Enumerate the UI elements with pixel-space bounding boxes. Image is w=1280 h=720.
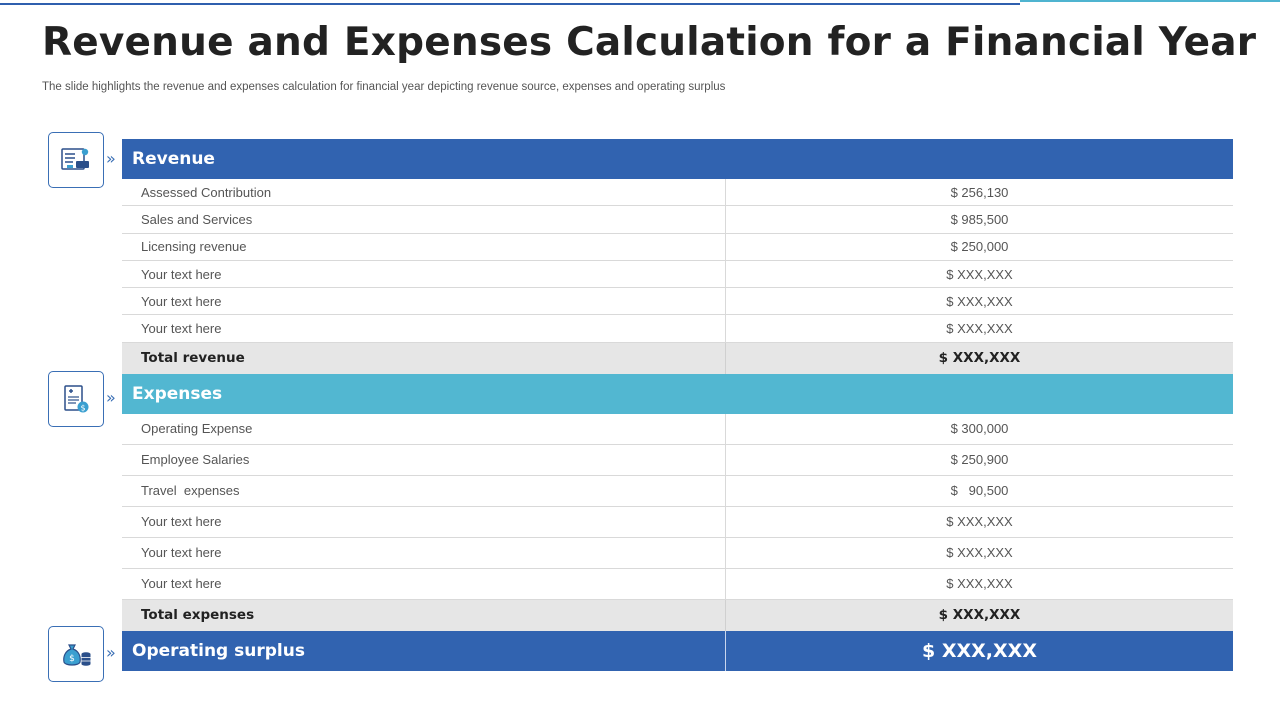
total-revenue-label: Total revenue: [122, 342, 726, 374]
table-row: Operating Expense $ 300,000: [122, 413, 1233, 445]
surplus-chevron-icon: »: [106, 643, 116, 662]
page-subtitle: The slide highlights the revenue and exp…: [42, 81, 726, 93]
svg-text:$: $: [80, 404, 85, 413]
row-label: Sales and Services: [122, 206, 726, 233]
top-accent-line-light: [1020, 0, 1280, 2]
row-value: $ 300,000: [950, 421, 1009, 437]
revenue-icon-box: [48, 132, 104, 188]
svg-text:$: $: [69, 654, 75, 664]
table-row: Your text here $ XXX,XXX: [122, 537, 1233, 569]
page-title: Revenue and Expenses Calculation for a F…: [42, 20, 1257, 65]
top-accent-line: [0, 3, 1020, 5]
row-value: $ 250,000: [950, 239, 1009, 255]
row-label: Your text here: [122, 568, 726, 599]
row-label: Your text here: [122, 260, 726, 288]
row-value: $ XXX,XXX: [946, 321, 1013, 337]
row-label: Operating Expense: [122, 413, 726, 444]
row-value: $ XXX,XXX: [946, 545, 1013, 561]
row-value: $ XXX,XXX: [946, 514, 1013, 530]
total-expenses-value: $ XXX,XXX: [938, 607, 1021, 624]
financial-table: Revenue Assessed Contribution $ 256,130 …: [122, 139, 1233, 671]
surplus-icon-box: $: [48, 626, 104, 682]
table-row: Your text here $ XXX,XXX: [122, 568, 1233, 600]
row-label: Your text here: [122, 288, 726, 315]
row-label: Assessed Contribution: [122, 179, 726, 206]
total-revenue-value: $ XXX,XXX: [938, 350, 1021, 367]
row-value: $ 985,500: [950, 211, 1009, 227]
row-label: Travel expenses: [122, 475, 726, 506]
table-row: Your text here $ XXX,XXX: [122, 288, 1233, 316]
row-label: Licensing revenue: [122, 233, 726, 260]
table-row: Licensing revenue $ 250,000: [122, 233, 1233, 261]
table-row: Your text here $ XXX,XXX: [122, 260, 1233, 289]
table-row: Travel expenses $ 90,500: [122, 475, 1233, 507]
row-value: $ 256,130: [950, 184, 1009, 200]
revenue-header: Revenue: [122, 139, 1233, 179]
expenses-icon-box: $: [48, 371, 104, 427]
total-revenue-row: Total revenue $ XXX,XXX: [122, 342, 1233, 374]
row-label: Your text here: [122, 537, 726, 568]
table-row: Your text here $ XXX,XXX: [122, 506, 1233, 538]
row-label: Your text here: [122, 506, 726, 537]
table-row: Employee Salaries $ 250,900: [122, 444, 1233, 476]
row-value: $ XXX,XXX: [946, 266, 1013, 282]
invoice-dollar-icon: $: [64, 385, 89, 413]
money-bag-coins-icon: $: [63, 644, 91, 666]
table-row: Assessed Contribution $ 256,130: [122, 179, 1233, 207]
operating-surplus-row: Operating surplus $ XXX,XXX: [122, 630, 1233, 671]
row-label: Employee Salaries: [122, 444, 726, 475]
expenses-header: Expenses: [122, 373, 1233, 414]
revenue-document-icon: [61, 148, 89, 170]
total-expenses-row: Total expenses $ XXX,XXX: [122, 599, 1233, 631]
row-value: $ 250,900: [950, 452, 1009, 468]
table-row: Sales and Services $ 985,500: [122, 206, 1233, 234]
operating-surplus-label: Operating surplus: [122, 630, 726, 671]
total-expenses-label: Total expenses: [122, 599, 726, 631]
row-value: $ XXX,XXX: [946, 576, 1013, 592]
row-label: Your text here: [122, 315, 726, 342]
row-value: $ XXX,XXX: [946, 293, 1013, 309]
row-value: $ 90,500: [950, 483, 1009, 499]
table-row: Your text here $ XXX,XXX: [122, 315, 1233, 343]
expenses-chevron-icon: »: [106, 388, 116, 407]
operating-surplus-value: $ XXX,XXX: [922, 639, 1037, 662]
revenue-chevron-icon: »: [106, 149, 116, 168]
